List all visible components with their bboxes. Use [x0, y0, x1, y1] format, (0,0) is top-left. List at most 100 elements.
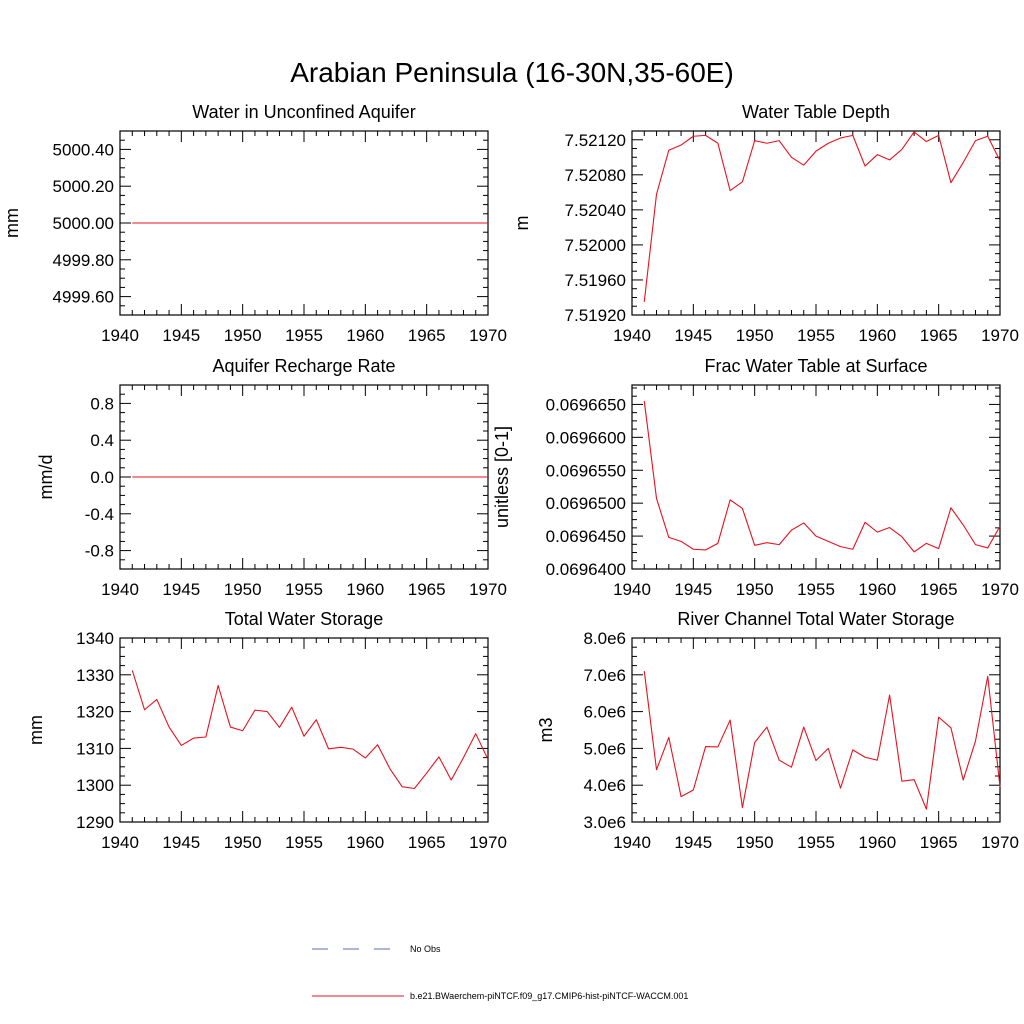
x-tick-label: 1965	[408, 580, 446, 599]
panel-5: Total Water Storage mm 1940 1945 1950 1955 196…	[26, 609, 507, 852]
x-tick-label: 1940	[613, 580, 651, 599]
y-tick-label: 0.4	[90, 431, 114, 450]
x-tick-label: 1960	[346, 326, 384, 345]
y-tick-label: 4.0e6	[583, 776, 626, 795]
y-tick-label: 3.0e6	[583, 813, 626, 832]
x-tick-label: 1950	[224, 326, 262, 345]
x-tick-label: 1960	[346, 833, 384, 852]
plot-frame	[119, 637, 489, 823]
y-tick-label: 7.52120	[565, 131, 626, 150]
x-tick-label: 1940	[101, 326, 139, 345]
y-tick-label: 1320	[76, 703, 114, 722]
y-tick-label: 0.0696450	[546, 527, 626, 546]
x-tick-label: 1970	[981, 326, 1019, 345]
x-tick-label: 1940	[613, 833, 651, 852]
x-tick-label: 1950	[224, 580, 262, 599]
x-tick-label: 1965	[920, 580, 958, 599]
y-tick-label: 0.0696400	[546, 560, 626, 579]
figure-title: Arabian Peninsula (16-30N,35-60E)	[290, 57, 734, 88]
x-tick-label: 1960	[346, 580, 384, 599]
x-tick-label: 1955	[285, 833, 323, 852]
y-tick-label: -0.8	[85, 542, 114, 561]
y-tick-label: 4999.60	[53, 288, 114, 307]
x-tick-label: 1970	[981, 580, 1019, 599]
series-line	[643, 401, 1001, 553]
x-tick-label: 1950	[224, 833, 262, 852]
x-tick-label: 1970	[469, 580, 507, 599]
x-tick-label: 1965	[920, 326, 958, 345]
y-tick-label: 0.0696650	[546, 395, 626, 414]
panel-title: Total Water Storage	[225, 609, 383, 629]
x-tick-label: 1940	[613, 326, 651, 345]
x-tick-label: 1945	[674, 326, 712, 345]
x-tick-label: 1960	[858, 833, 896, 852]
panel-title: Frac Water Table at Surface	[704, 356, 927, 376]
y-axis-label: m3	[536, 717, 556, 742]
y-tick-label: 0.0696600	[546, 428, 626, 447]
y-tick-label: 1300	[76, 776, 114, 795]
legend-label-model: b.e21.BWaerchem-piNTCF.f09_g17.CMIP6-his…	[410, 991, 688, 1001]
x-tick-label: 1945	[162, 580, 200, 599]
x-tick-label: 1965	[408, 833, 446, 852]
x-tick-label: 1955	[797, 326, 835, 345]
y-tick-label: 1330	[76, 666, 114, 685]
x-tick-label: 1940	[101, 833, 139, 852]
x-tick-label: 1945	[674, 580, 712, 599]
panel-title: Water in Unconfined Aquifer	[192, 102, 415, 122]
y-tick-label: 5000.20	[53, 177, 114, 196]
x-tick-label: 1955	[797, 833, 835, 852]
y-tick-label: -0.4	[85, 505, 114, 524]
x-tick-label: 1970	[469, 326, 507, 345]
x-tick-label: 1970	[469, 833, 507, 852]
y-tick-label: 7.51960	[565, 271, 626, 290]
y-tick-label: 7.51920	[565, 306, 626, 325]
series-line	[643, 671, 1001, 810]
panel-title: River Channel Total Water Storage	[677, 609, 954, 629]
x-tick-label: 1950	[736, 833, 774, 852]
y-tick-label: 8.0e6	[583, 629, 626, 648]
y-tick-label: 0.0696500	[546, 494, 626, 513]
x-tick-label: 1940	[101, 580, 139, 599]
panel-title: Aquifer Recharge Rate	[212, 356, 395, 376]
y-tick-label: 7.52080	[565, 166, 626, 185]
x-tick-label: 1955	[285, 580, 323, 599]
y-tick-label: 0.0	[90, 468, 114, 487]
y-tick-label: 5000.00	[53, 214, 114, 233]
y-tick-label: 7.52040	[565, 201, 626, 220]
legend: No Obs b.e21.BWaerchem-piNTCF.f09_g17.CM…	[312, 944, 688, 1001]
y-axis-label: unitless [0-1]	[492, 426, 512, 528]
x-tick-label: 1945	[162, 326, 200, 345]
x-tick-label: 1960	[858, 326, 896, 345]
y-tick-label: 0.0696550	[546, 461, 626, 480]
y-tick-label: 7.0e6	[583, 666, 626, 685]
plot-frame	[631, 637, 1001, 823]
x-tick-label: 1960	[858, 580, 896, 599]
x-tick-label: 1950	[736, 580, 774, 599]
y-tick-label: 1290	[76, 813, 114, 832]
y-tick-label: 5000.40	[53, 140, 114, 159]
panel-4: Frac Water Table at Surface unitless [0-1…	[492, 356, 1019, 599]
y-tick-label: 6.0e6	[583, 703, 626, 722]
y-axis-label: mm	[2, 208, 22, 238]
y-axis-label: m	[512, 216, 532, 231]
series-line	[131, 670, 489, 790]
x-tick-label: 1945	[674, 833, 712, 852]
panel-2: Water Table Depth m 1940 1945 1950 1955 1960 19…	[512, 102, 1019, 345]
y-tick-label: 1340	[76, 629, 114, 648]
y-tick-label: 4999.80	[53, 251, 114, 270]
plot-frame	[631, 384, 1001, 570]
x-tick-label: 1965	[920, 833, 958, 852]
y-tick-label: 1310	[76, 739, 114, 758]
panel-3: Aquifer Recharge Rate mm/d 1940 1945 1950 195…	[36, 356, 507, 599]
x-tick-label: 1965	[408, 326, 446, 345]
legend-label-no-obs: No Obs	[410, 944, 441, 954]
x-tick-label: 1950	[736, 326, 774, 345]
x-tick-label: 1955	[797, 580, 835, 599]
panel-6: River Channel Total Water Storage m3 1940 1…	[536, 609, 1019, 852]
y-tick-label: 5.0e6	[583, 739, 626, 758]
panel-1: Water in Unconfined Aquifer mm 1940 1945 195…	[2, 102, 507, 345]
x-tick-label: 1955	[285, 326, 323, 345]
x-tick-label: 1970	[981, 833, 1019, 852]
panels: Water in Unconfined Aquifer mm 1940 1945 195…	[2, 102, 1019, 852]
